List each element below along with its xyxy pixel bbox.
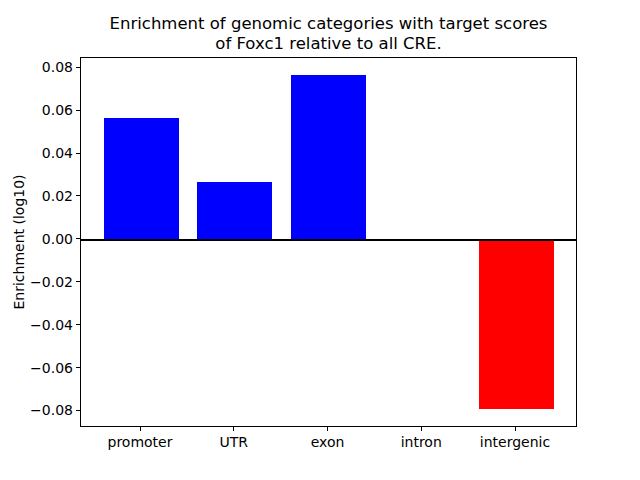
y-tick-mark	[76, 367, 80, 368]
y-tick-mark	[76, 410, 80, 411]
y-tick-mark	[76, 195, 80, 196]
chart-title-line2: of Foxc1 relative to all CRE.	[80, 34, 577, 54]
y-tick-label: 0.00	[0, 232, 73, 246]
matplotlib-figure: Enrichment of genomic categories with ta…	[0, 0, 640, 480]
x-tick-mark	[140, 427, 141, 431]
y-tick-label: −0.02	[0, 275, 73, 289]
y-tick-label: −0.08	[0, 403, 73, 417]
y-tick-mark	[76, 153, 80, 154]
chart-title-line1: Enrichment of genomic categories with ta…	[80, 14, 577, 34]
bar-exon	[291, 75, 366, 240]
x-tick-mark	[421, 427, 422, 431]
x-tick-mark	[515, 427, 516, 431]
x-tick-mark	[233, 427, 234, 431]
y-tick-mark	[76, 67, 80, 68]
y-tick-label: 0.04	[0, 146, 73, 160]
chart-title: Enrichment of genomic categories with ta…	[80, 14, 577, 54]
plot-area	[80, 57, 577, 427]
y-tick-label: −0.04	[0, 318, 73, 332]
x-tick-mark	[327, 427, 328, 431]
y-tick-mark	[76, 281, 80, 282]
bar-UTR	[197, 182, 272, 240]
y-tick-label: 0.02	[0, 189, 73, 203]
x-tick-label-intergenic: intergenic	[455, 435, 575, 449]
y-tick-label: 0.08	[0, 60, 73, 74]
zero-baseline	[81, 239, 576, 241]
bar-intergenic	[479, 240, 554, 409]
bar-promoter	[104, 118, 179, 240]
y-tick-label: −0.06	[0, 361, 73, 375]
y-tick-label: 0.06	[0, 103, 73, 117]
y-tick-mark	[76, 324, 80, 325]
y-tick-mark	[76, 110, 80, 111]
y-tick-mark	[76, 238, 80, 239]
